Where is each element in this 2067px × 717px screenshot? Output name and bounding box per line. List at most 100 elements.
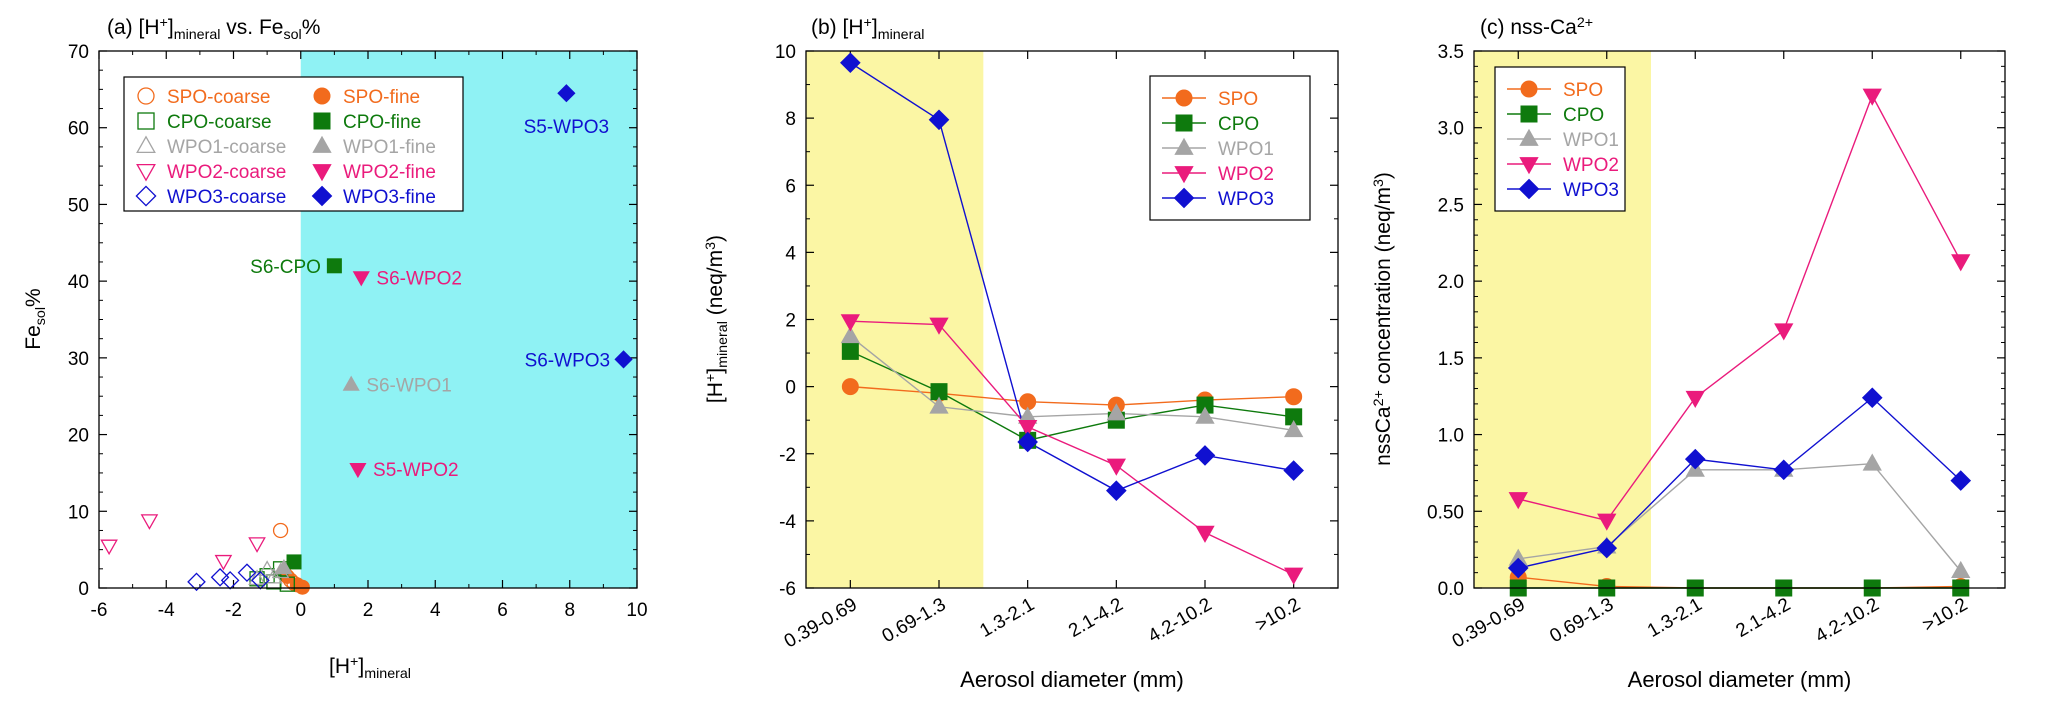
point-cpo-fine <box>326 258 342 274</box>
panel-b-yellow-region <box>806 51 984 588</box>
panel-b-point-cpo <box>841 342 859 360</box>
panel-b-point-wpo1 <box>1284 420 1304 438</box>
panel-b-point-wpo3 <box>1017 431 1038 453</box>
panel-c-ytick-label: 2.0 <box>1438 272 1464 293</box>
point-wpo2-coarse <box>100 539 118 556</box>
panel-b-point-wpo2 <box>840 314 860 332</box>
panel-b-category-label-4-2-10-2: 4.2-10.2 <box>1145 594 1216 647</box>
panel-c-ylabel-part: concentration (neq/m <box>1372 187 1395 390</box>
panel-c-legend-label-spo: SPO <box>1563 80 1603 101</box>
legend-marker-wpo1-coarse <box>136 135 156 154</box>
point-wpo3-fine <box>614 350 633 369</box>
panel-a-ytick-label: 30 <box>68 349 89 370</box>
legend-marker-wpo3-fine <box>311 185 333 207</box>
panel-b-point-wpo1 <box>840 326 860 344</box>
point-wpo2-fine <box>349 462 367 479</box>
panel-c-legend-marker-cpo <box>1520 105 1538 123</box>
panel-c-xlabel: Aerosol diameter (mm) <box>1628 667 1852 692</box>
panel-b-point-wpo3 <box>840 52 861 74</box>
point-wpo2-coarse <box>140 514 159 530</box>
point-wpo1-fine <box>342 375 360 391</box>
panel-b-category-label-10-2: >10.2 <box>1252 594 1304 636</box>
annotation-s6-wpo2: S6-WPO2 <box>376 268 462 289</box>
panel-c-ylabel-part: nssCa <box>1372 406 1395 466</box>
panel-c-category-label-10-2: >10.2 <box>1919 594 1971 636</box>
panel-b-point-wpo2 <box>1106 458 1126 476</box>
panel-b-point-spo <box>841 378 859 396</box>
panel-c-point-wpo2 <box>1774 323 1794 341</box>
panel-c-ytick-label: 1.5 <box>1438 349 1464 370</box>
panel-b-line-spo <box>850 385 1294 406</box>
panel-c-legend-marker-spo <box>1520 80 1538 98</box>
panel-c-line-chart: 0.0 0.50 1.0 1.5 2.0 2.5 3.0 3.5 0.39-0.69 0.69-1… <box>1371 15 2006 692</box>
panel-b-legend-marker-wpo2 <box>1174 166 1194 184</box>
point-wpo1-coarse <box>265 567 283 584</box>
panel-c-point-wpo3 <box>1596 537 1618 559</box>
panel-c-legend-marker-wpo1 <box>1519 128 1539 146</box>
panel-c-point-wpo2 <box>1862 88 1882 106</box>
panel-a-xtick-label: 8 <box>564 600 575 621</box>
panel-b-title-part: + <box>864 15 872 31</box>
panel-b-point-wpo3 <box>928 109 950 131</box>
panel-c-point-wpo2 <box>1685 390 1705 408</box>
panel-b-ylabel-part: [H <box>704 382 727 403</box>
panel-b-ylabel-part: 3 <box>703 242 719 250</box>
panel-a-title-part: (a) [H <box>107 16 160 39</box>
panel-b-title-part: mineral <box>878 27 925 43</box>
panel-a-ytick-label: 40 <box>68 272 89 293</box>
panel-c-point-wpo3 <box>1684 448 1706 470</box>
panel-a-frame <box>98 50 638 589</box>
panel-a-legend: SPO-coarse SPO-fine CPO-coarse CPO-fine WPO1… <box>123 76 464 212</box>
panel-b-ylabel-part: ) <box>704 235 727 242</box>
panel-a-ylabel-part: % <box>22 288 45 307</box>
panel-b-ylabel-part: + <box>703 374 719 382</box>
panel-c-point-wpo2 <box>1951 254 1971 272</box>
panel-c-category-label-2-1-4-2: 2.1-4.2 <box>1733 594 1795 642</box>
panel-b-legend-marker-cpo <box>1175 114 1193 132</box>
panel-b-title: (b) [H+]mineral <box>811 15 924 43</box>
panel-b-ylabel-part: ] <box>704 368 727 374</box>
annotation-s6-cpo: S6-CPO <box>250 257 321 278</box>
point-wpo1-coarse <box>258 560 276 576</box>
panel-c-line-wpo3 <box>1518 396 1962 569</box>
legend-label-spo-fine: SPO-fine <box>343 87 420 108</box>
panel-b-point-wpo1 <box>929 396 949 414</box>
panel-a-xtick-label: 6 <box>497 600 508 621</box>
panel-b-line-chart: -6 -4 -2 0 2 4 6 8 10 0.39-0.69 0.69-1.3 1.3-2.1 2.1… <box>703 15 1339 692</box>
panel-c-point-wpo1 <box>1862 453 1882 471</box>
panel-b-ylabel: [H+]mineral (neq/m3) <box>703 235 731 403</box>
panel-a-title-part: + <box>160 15 168 31</box>
panel-c-point-wpo3 <box>1773 459 1795 481</box>
panel-c-ylabel-part: 2+ <box>1371 390 1387 406</box>
panel-b-point-wpo3 <box>1194 445 1216 466</box>
panel-a-ylabel: Fesol% <box>22 288 49 349</box>
legend-marker-wpo2-fine <box>312 164 332 182</box>
panel-c-ytick-label: 1.0 <box>1438 426 1464 447</box>
panel-c-legend-label-wpo3: WPO3 <box>1563 180 1619 201</box>
panel-c-ylabel-part: ) <box>1372 172 1395 179</box>
panel-c-category-label-0-39-0-69: 0.39-0.69 <box>1449 594 1529 652</box>
panel-c-frame <box>1473 50 2006 589</box>
legend-label-wpo1-fine: WPO1-fine <box>343 137 436 158</box>
panel-b-ytick-label: -4 <box>779 512 796 533</box>
panel-a-ytick-label: 20 <box>68 426 89 447</box>
panel-a-xtick-label: 2 <box>363 600 374 621</box>
legend-marker-cpo-coarse <box>137 112 155 130</box>
point-wpo3-coarse <box>237 563 257 582</box>
panel-b-ytick-label: 10 <box>775 42 796 63</box>
panel-c-ytick-label: 2.5 <box>1438 195 1464 216</box>
point-wpo2-coarse <box>248 537 266 553</box>
panel-a-xlabel-part: [H <box>329 655 350 678</box>
panel-c-line-wpo1 <box>1518 462 1962 572</box>
legend-marker-cpo-fine <box>313 112 331 130</box>
panel-c-category-label-0-69-1-3: 0.69-1.3 <box>1546 594 1617 647</box>
annotation-s6-wpo3: S6-WPO3 <box>525 350 611 371</box>
point-wpo3-coarse <box>251 571 270 590</box>
panel-c-legend: SPO CPO WPO1 WPO2 WPO3 <box>1494 66 1626 212</box>
panel-b-point-wpo2 <box>1284 567 1304 585</box>
legend-label-wpo3-coarse: WPO3-coarse <box>167 187 286 208</box>
panel-c-legend-label-cpo: CPO <box>1563 105 1604 126</box>
panel-a-xtick-label: 10 <box>626 600 647 621</box>
panel-b-point-wpo3 <box>1283 460 1304 481</box>
panel-c-ytick-label: 3.0 <box>1438 119 1464 140</box>
